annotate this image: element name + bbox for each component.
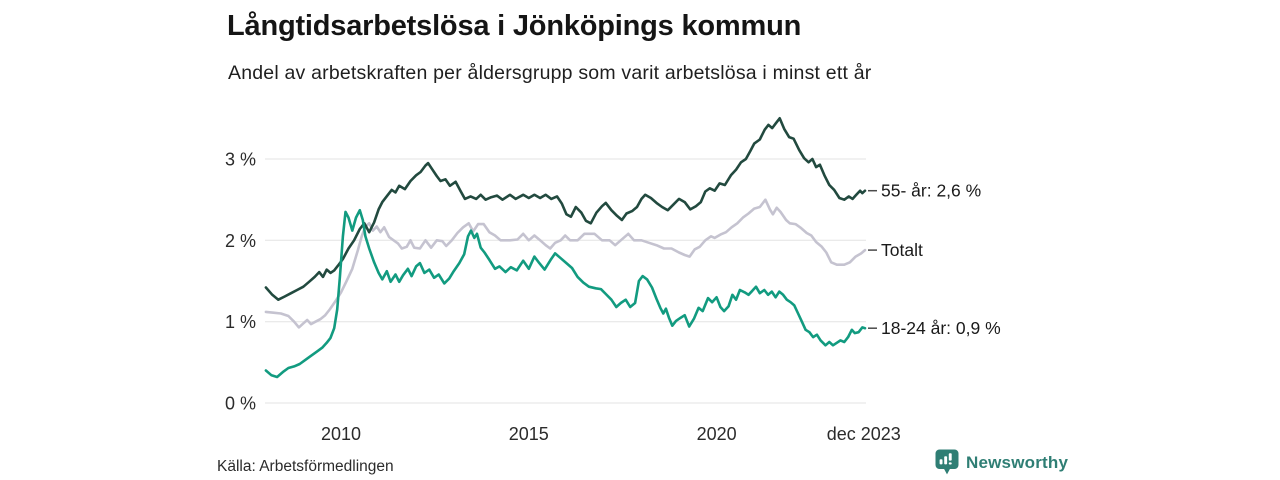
- bar-chart-bubble-icon: [935, 449, 959, 476]
- series-end-label-totalt: Totalt: [881, 240, 923, 260]
- y-tick-label: 3 %: [225, 150, 256, 170]
- y-tick-label: 0 %: [225, 394, 256, 414]
- brand-name: Newsworthy: [966, 452, 1069, 472]
- page-title: Långtidsarbetslösa i Jönköpings kommun: [227, 10, 802, 42]
- y-tick-label: 2 %: [225, 231, 256, 251]
- x-tick-label: 2020: [697, 424, 737, 444]
- series-line-55-ar: [264, 117, 867, 302]
- source-note: Källa: Arbetsförmedlingen: [217, 458, 394, 475]
- series-end-label-55-ar: 55- år: 2,6 %: [881, 181, 981, 201]
- y-tick-label: 1 %: [225, 312, 256, 332]
- series-line-18-24-ar: [264, 208, 867, 379]
- brand-logo: Newsworthy: [935, 449, 1068, 476]
- series-end-label-18-24-ar: 18-24 år: 0,9 %: [881, 318, 1001, 338]
- x-tick-label: 2010: [321, 424, 361, 444]
- series-line-totalt: [264, 198, 867, 329]
- x-tick-label: dec 2023: [827, 424, 901, 444]
- x-tick-label: 2015: [509, 424, 549, 444]
- chart-subtitle: Andel av arbetskraften per åldersgrupp s…: [228, 62, 872, 84]
